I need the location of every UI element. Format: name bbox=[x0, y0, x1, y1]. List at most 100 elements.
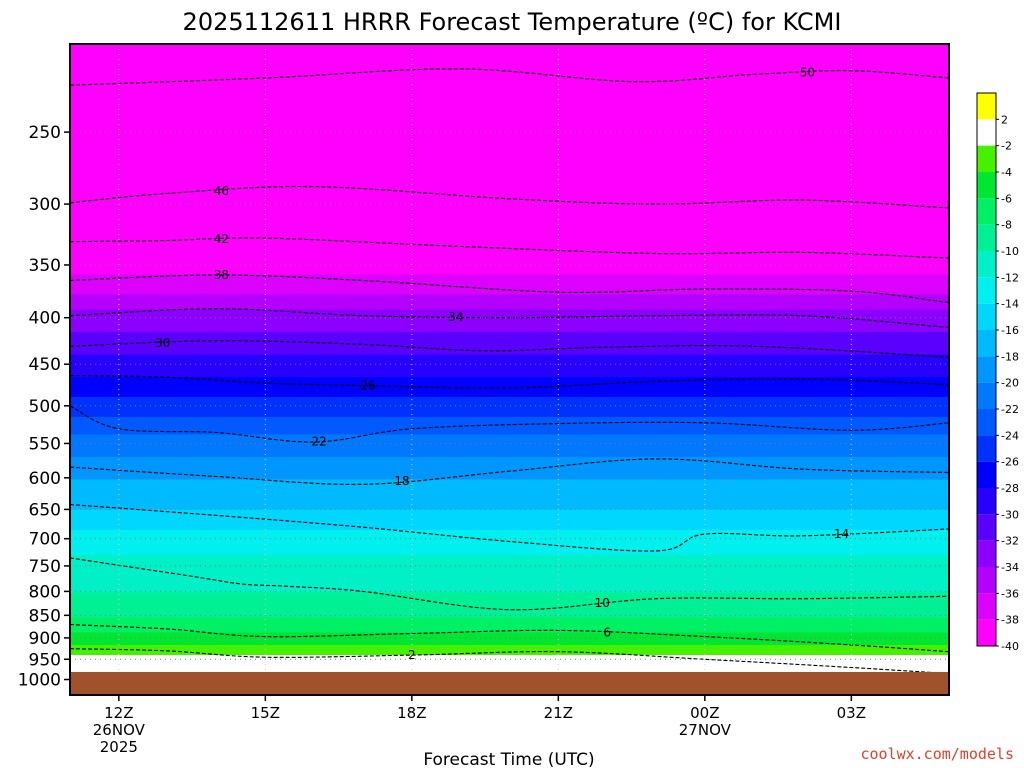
x-tick-label: 26NOV bbox=[93, 721, 146, 739]
colorbar-label: -40 bbox=[1001, 640, 1019, 653]
x-axis-label: Forecast Time (UTC) bbox=[423, 750, 594, 768]
x-tick-label: 00Z bbox=[690, 704, 719, 722]
x-tick-label: 27NOV bbox=[679, 721, 732, 739]
y-tick-label: 600 bbox=[29, 469, 61, 489]
colorbar-label: -6 bbox=[1001, 192, 1012, 205]
y-tick-label: 1000 bbox=[18, 671, 61, 691]
contour-label: 30 bbox=[155, 336, 170, 350]
colorbar-label: -8 bbox=[1001, 219, 1012, 232]
colorbar-swatch bbox=[977, 251, 996, 278]
colorbar-label: -18 bbox=[1001, 350, 1019, 363]
contour-line bbox=[70, 458, 949, 485]
plot-area: 50 46 42 38 34 30 26 22 18 14 10 6 2 bbox=[70, 44, 949, 695]
chart-title: 2025112611 HRRR Forecast Temperature (ºC… bbox=[183, 8, 842, 36]
contour-line bbox=[70, 308, 949, 329]
colorbar-swatch bbox=[977, 277, 996, 304]
y-tick-label: 850 bbox=[29, 606, 61, 626]
colorbar-label: -2 bbox=[1001, 140, 1012, 153]
y-tick-label: 500 bbox=[29, 397, 61, 417]
y-tick-label: 900 bbox=[29, 629, 61, 649]
x-tick-label: 03Z bbox=[837, 704, 866, 722]
colorbar-swatch bbox=[977, 435, 996, 462]
contour-label: 10 bbox=[595, 596, 610, 610]
contour-line bbox=[70, 274, 949, 304]
colorbar-swatch bbox=[977, 172, 996, 199]
contour-line bbox=[70, 340, 949, 358]
colorbar-label: -26 bbox=[1001, 456, 1019, 469]
colorbar: 2 -2 -4 -6 -8 -10 -12 -14 -16 -18 -20 -22 -24 -26 -28 -… bbox=[976, 92, 1019, 653]
plot-frame bbox=[69, 43, 950, 696]
colorbar-swatch bbox=[977, 540, 996, 567]
colorbar-label: -10 bbox=[1001, 245, 1019, 258]
y-tick-label: 400 bbox=[29, 309, 61, 329]
contour-line bbox=[70, 405, 949, 443]
colorbar-label: -4 bbox=[1001, 166, 1012, 179]
colorbar-swatch bbox=[977, 93, 996, 120]
x-tick-label: 2025 bbox=[100, 738, 138, 756]
contour-line bbox=[70, 648, 949, 675]
colorbar-label: -20 bbox=[1001, 377, 1019, 390]
colorbar-swatch bbox=[977, 356, 996, 383]
contour-line bbox=[70, 374, 949, 389]
contour-label: 2 bbox=[408, 648, 416, 662]
colorbar-swatch bbox=[977, 382, 996, 409]
contour-label: 14 bbox=[834, 527, 849, 541]
colorbar-label: -32 bbox=[1001, 535, 1019, 548]
colorbar-swatch bbox=[977, 145, 996, 172]
colorbar-label: -38 bbox=[1001, 614, 1019, 627]
colorbar-label: -14 bbox=[1001, 298, 1019, 311]
y-tick-label: 550 bbox=[29, 434, 61, 454]
contour-label: 50 bbox=[800, 65, 815, 79]
y-tick-label: 800 bbox=[29, 582, 61, 602]
colorbar-frame bbox=[976, 92, 997, 647]
y-tick-label: 950 bbox=[29, 650, 61, 670]
y-tick-label: 650 bbox=[29, 500, 61, 520]
y-tick-label: 450 bbox=[29, 355, 61, 375]
colorbar-label: 2 bbox=[1001, 113, 1008, 126]
contour-label: 42 bbox=[214, 232, 229, 246]
contour-label: 22 bbox=[311, 434, 326, 448]
contour-line bbox=[70, 503, 949, 552]
colorbar-swatch bbox=[977, 119, 996, 146]
y-tick-label: 700 bbox=[29, 530, 61, 550]
colorbar-swatch bbox=[977, 514, 996, 541]
temperature-field bbox=[70, 44, 949, 695]
colorbar-swatch bbox=[977, 303, 996, 330]
contour-line bbox=[70, 185, 949, 209]
contour-line bbox=[70, 557, 949, 611]
colorbar-swatch bbox=[977, 619, 996, 646]
contour-line bbox=[70, 68, 949, 86]
y-axis: 250 300 350 400 450 500 550 600 650 700 750 800 850 9… bbox=[18, 123, 70, 691]
grid-lines bbox=[70, 44, 949, 695]
x-tick-label: 12Z bbox=[104, 704, 133, 722]
colorbar-label: -12 bbox=[1001, 271, 1019, 284]
colorbar-swatch bbox=[977, 593, 996, 620]
colorbar-swatch bbox=[977, 224, 996, 251]
colorbar-swatch bbox=[977, 409, 996, 436]
colorbar-label: -36 bbox=[1001, 587, 1019, 600]
colorbar-label: -22 bbox=[1001, 403, 1019, 416]
colorbar-swatch bbox=[977, 198, 996, 225]
contour-label: 46 bbox=[214, 184, 229, 198]
colorbar-label: -30 bbox=[1001, 508, 1019, 521]
contour-label: 6 bbox=[603, 625, 611, 639]
x-tick-label: 15Z bbox=[251, 704, 280, 722]
colorbar-swatch bbox=[977, 488, 996, 515]
y-tick-label: 350 bbox=[29, 256, 61, 276]
y-tick-label: 300 bbox=[29, 195, 61, 215]
colorbar-label: -28 bbox=[1001, 482, 1019, 495]
colorbar-swatch bbox=[977, 567, 996, 594]
x-tick-label: 18Z bbox=[397, 704, 426, 722]
colorbar-label: -16 bbox=[1001, 324, 1019, 337]
contour-line bbox=[70, 623, 949, 653]
y-tick-label: 750 bbox=[29, 557, 61, 577]
credit-link[interactable]: coolwx.com/models bbox=[860, 745, 1014, 763]
contour-label: 38 bbox=[214, 268, 229, 282]
colorbar-swatch bbox=[977, 330, 996, 357]
colorbar-label: -24 bbox=[1001, 429, 1019, 442]
contour-lines: 50 46 42 38 34 30 26 22 18 14 10 6 2 bbox=[70, 65, 949, 675]
ground-surface bbox=[70, 672, 949, 695]
colorbar-label: -34 bbox=[1001, 561, 1019, 574]
